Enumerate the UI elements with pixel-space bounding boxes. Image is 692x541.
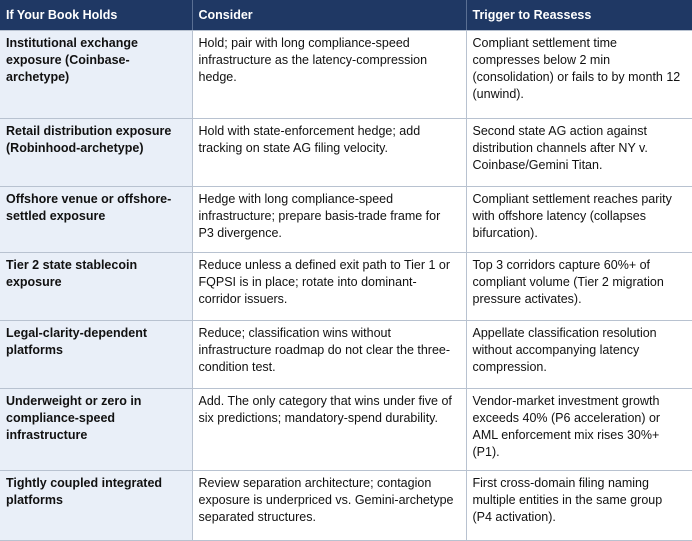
table-row: Offshore venue or offshore-settled expos… [0, 186, 692, 253]
row-label: Offshore venue or offshore-settled expos… [0, 186, 192, 253]
row-label: Legal-clarity-dependent platforms [0, 320, 192, 389]
table-cell: Review separation architecture; contagio… [191, 470, 466, 541]
row-label: Tier 2 state stablecoin exposure [0, 252, 192, 321]
table-cell: Reduce unless a defined exit path to Tie… [191, 252, 466, 321]
table-row: Institutional exchange exposure (Coinbas… [0, 30, 692, 119]
table-row: Underweight or zero in compliance-speed … [0, 388, 692, 471]
table-cell: Top 3 corridors capture 60%+ of complian… [465, 252, 692, 321]
row-label: Retail distribution exposure (Robinhood-… [0, 118, 192, 187]
table-cell: Appellate classification resolution with… [465, 320, 692, 389]
table-cell: Second state AG action against distribut… [465, 118, 692, 187]
table-row: Tier 2 state stablecoin exposure Reduce u… [0, 252, 692, 321]
row-label: Tightly coupled integrated platforms [0, 470, 192, 541]
row-label: Underweight or zero in compliance-speed … [0, 388, 192, 471]
header-cell: Trigger to Reassess [465, 0, 692, 31]
table-cell: Compliant settlement time compresses bel… [465, 30, 692, 119]
table-cell: First cross-domain filing naming multipl… [465, 470, 692, 541]
row-label: Institutional exchange exposure (Coinbas… [0, 30, 192, 119]
table-cell: Hold with state-enforcement hedge; add t… [191, 118, 466, 187]
header-cell: If Your Book Holds [0, 0, 192, 31]
table-cell: Add. The only category that wins under f… [191, 388, 466, 471]
header-row: If Your Book Holds Consider Trigger to Rea… [0, 0, 692, 31]
table-cell: Reduce; classification wins without infr… [191, 320, 466, 389]
table-cell: Hedge with long compliance-speed infrast… [191, 186, 466, 253]
table-row: Tightly coupled integrated platforms Revi… [0, 470, 692, 541]
header-cell: Consider [191, 0, 466, 31]
table-row: Legal-clarity-dependent platforms Reduce;… [0, 320, 692, 389]
table-row: Retail distribution exposure (Robinhood-… [0, 118, 692, 187]
table-cell: Hold; pair with long compliance-speed in… [191, 30, 466, 119]
table-cell: Compliant settlement reaches parity with… [465, 186, 692, 253]
table-cell: Vendor-market investment growth exceeds … [465, 388, 692, 471]
